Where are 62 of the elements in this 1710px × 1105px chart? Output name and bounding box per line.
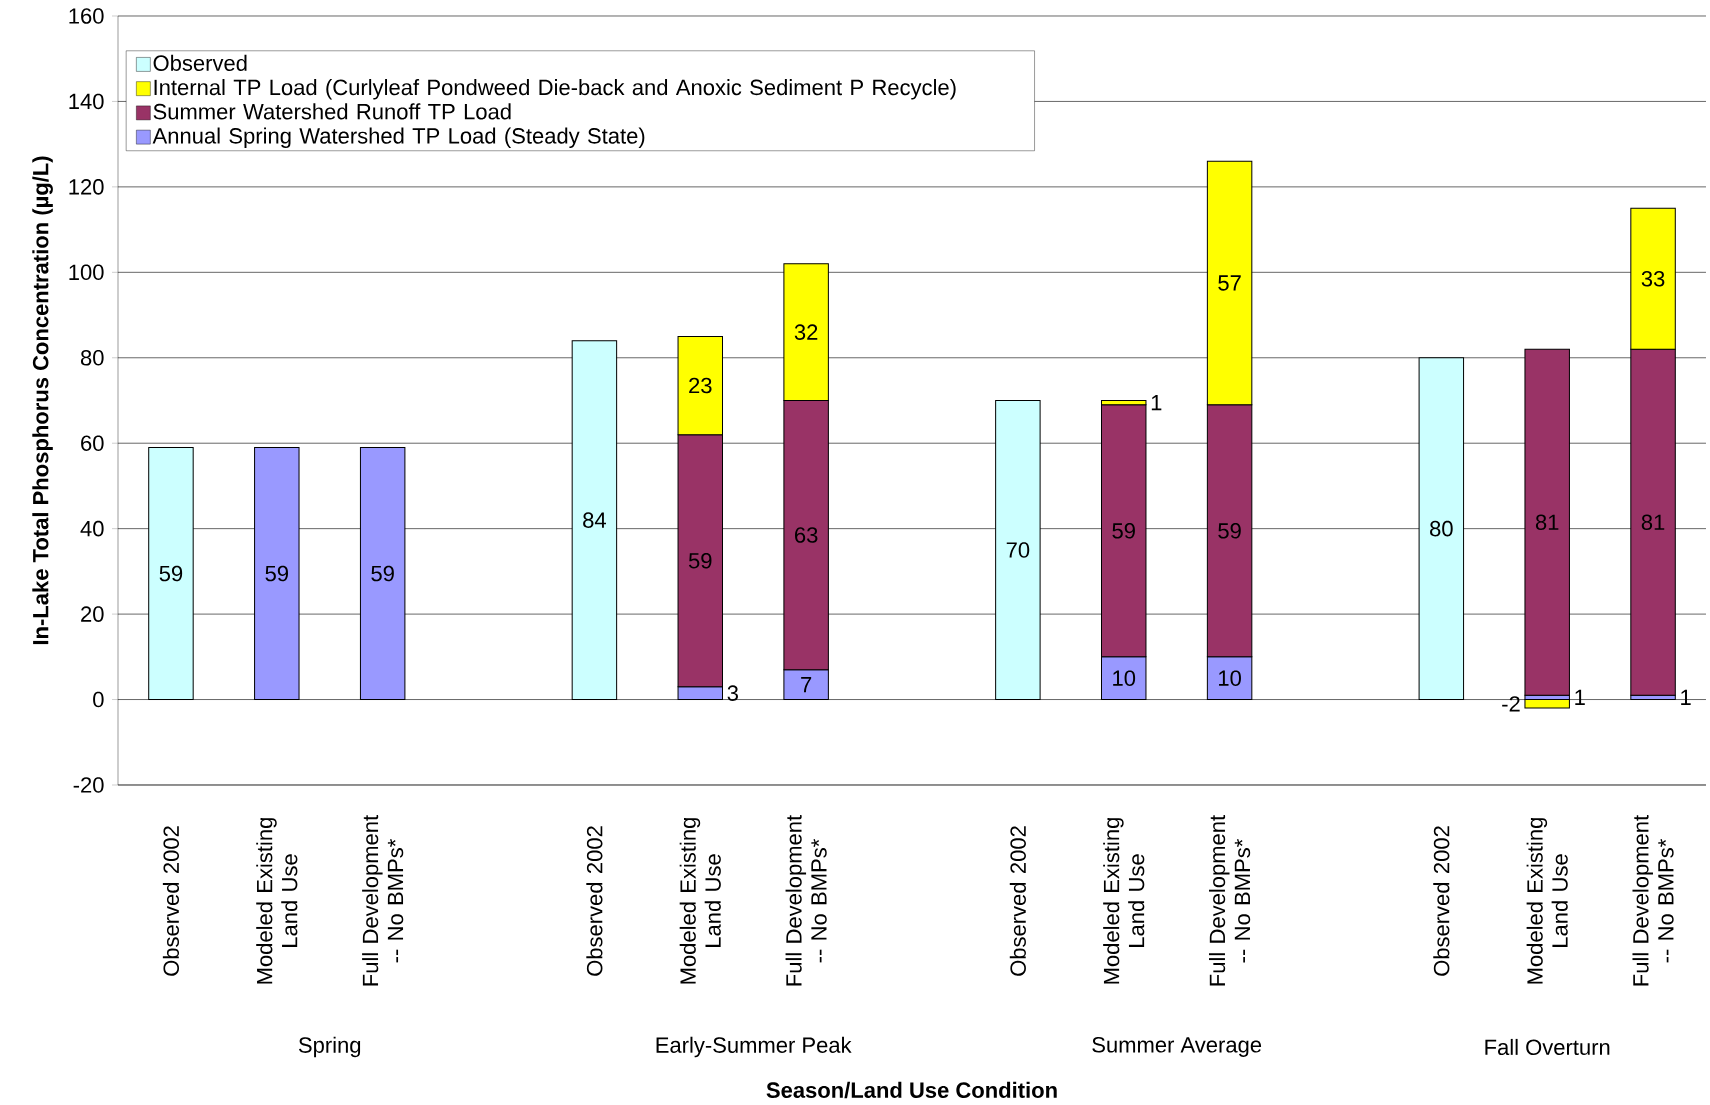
x-tick-label: Modeled Existing Land Use (256, 818, 298, 984)
x-tick-label: Observed 2002 (162, 826, 180, 976)
legend-label: Summer Watershed Runoff TP Load (153, 103, 511, 120)
data-label: 7 (801, 677, 812, 693)
bar (148, 446, 194, 701)
bar (995, 399, 1041, 701)
y-tick-label: 160 (69, 8, 104, 24)
data-label: 59 (1112, 523, 1135, 539)
y-tick-label: 0 (93, 691, 104, 708)
text: Summer Average (1092, 1037, 1262, 1057)
x-tick-label: Full Development -- No BMPs* (1632, 815, 1674, 986)
x-axis-title: Season/Land Use Condition (766, 1081, 1057, 1099)
x-tick-label: Full Development -- No BMPs* (785, 815, 827, 986)
data-label: 10 (1219, 670, 1241, 686)
data-label: -2 (1502, 696, 1520, 712)
data-label: 57 (1218, 275, 1241, 291)
data-label: 59 (371, 565, 394, 582)
x-tick-label: Observed 2002 (1009, 826, 1026, 976)
data-label: 80 (1430, 520, 1453, 537)
y-tick-label: 120 (69, 179, 104, 195)
data-label: 70 (1006, 542, 1030, 558)
data-label: 1 (1151, 395, 1162, 411)
y-tick-label: -20 (73, 777, 104, 793)
legend-label: Internal TP Load (Curlyleaf Pondweed Die-back and Anoxic Sediment P Recycle) (154, 79, 956, 100)
y-tick-label: 20 (81, 606, 104, 622)
legend-label: Observed (153, 54, 247, 71)
text: Spring (298, 1036, 361, 1058)
data-label: 59 (159, 565, 183, 582)
text: Early-Summer Peak (656, 1036, 852, 1058)
bar (1524, 699, 1570, 709)
text: Fall Overturn (1485, 1038, 1610, 1056)
data-label: 63 (795, 527, 818, 543)
y-tick-label: 60 (81, 435, 104, 451)
y-tick-label: 40 (80, 520, 104, 537)
data-label: 59 (1218, 523, 1241, 539)
data-label: 81 (1535, 514, 1559, 531)
bar (254, 446, 300, 701)
data-label: 59 (265, 565, 288, 582)
data-label: 23 (689, 377, 712, 394)
data-label: 3 (727, 685, 738, 701)
x-tick-label: Modeled Existing Land Use (1526, 818, 1568, 984)
y-axis-title: In-Lake Total Phosphorus Concentration (µg/L) (32, 156, 53, 645)
y-tick-label: 100 (69, 264, 104, 281)
data-label: 81 (1641, 514, 1665, 531)
y-tick-label: 140 (69, 93, 104, 110)
y-tick-label: 80 (80, 349, 104, 366)
legend-label: Annual Spring Watershed TP Load (Steady State) (152, 127, 645, 149)
data-label: 10 (1113, 670, 1136, 686)
bar (571, 340, 618, 701)
x-tick-label: Observed 2002 (586, 826, 603, 976)
data-label: 32 (794, 324, 818, 340)
bar (359, 446, 406, 701)
data-label: 84 (583, 512, 606, 528)
x-tick-label: Full Development -- No BMPs* (362, 815, 404, 986)
x-tick-label: Modeled Existing Land Use (679, 818, 721, 984)
bar (1418, 357, 1465, 701)
x-tick-label: Full Development -- No BMPs* (1209, 815, 1251, 986)
data-label: 33 (1641, 270, 1665, 287)
data-label: 59 (688, 552, 712, 569)
x-tick-label: Observed 2002 (1433, 826, 1450, 976)
x-tick-label: Modeled Existing Land Use (1103, 818, 1145, 984)
bar (1524, 348, 1570, 696)
